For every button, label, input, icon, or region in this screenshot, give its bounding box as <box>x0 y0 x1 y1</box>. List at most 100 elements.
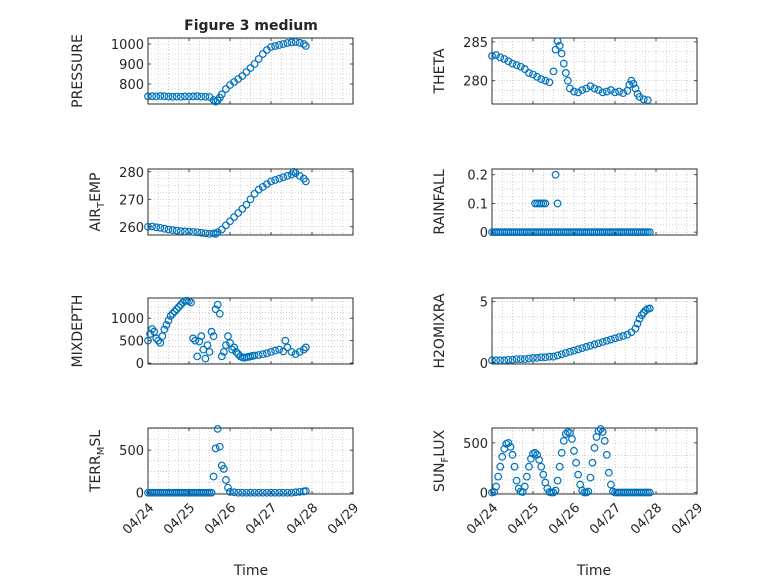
data-point <box>185 92 193 101</box>
data-point <box>180 92 189 101</box>
data-point <box>215 442 224 451</box>
data-point <box>561 430 570 438</box>
data-point <box>295 347 304 356</box>
data-point <box>496 462 505 471</box>
data-point <box>549 352 558 361</box>
data-point <box>189 228 198 236</box>
data-point <box>619 89 628 98</box>
y-tick-label: 1000 <box>111 312 144 327</box>
y-axis-label: THETA <box>432 48 448 94</box>
data-point <box>520 65 529 73</box>
data-point <box>301 177 310 186</box>
data-point <box>213 300 222 309</box>
data-point <box>625 80 634 89</box>
data-point <box>631 324 640 333</box>
data-point <box>232 347 241 356</box>
data-point <box>643 96 652 105</box>
data-point <box>150 327 159 336</box>
data-point <box>570 87 578 96</box>
data-point <box>160 92 169 101</box>
data-point <box>551 45 560 54</box>
subplot-terr: 0 500 04/24 04/25 04/26 04/27 04/28 04/29 TERRMS… <box>88 424 362 538</box>
data-point <box>594 86 603 94</box>
data-point <box>271 488 280 497</box>
data-point <box>645 488 654 497</box>
y-tick-label: 0 <box>480 357 488 372</box>
data-point <box>299 345 308 354</box>
data-point <box>166 312 175 320</box>
y-axis-label: TERRMSL <box>88 430 107 493</box>
data-point <box>168 309 177 318</box>
data-point <box>516 355 525 364</box>
data-point <box>611 334 619 343</box>
data-point <box>525 462 533 471</box>
x-tick-label: 04/27 <box>243 501 280 538</box>
data-point <box>623 330 632 339</box>
data-point <box>555 41 564 50</box>
data-point <box>176 227 185 236</box>
data-point <box>492 482 501 491</box>
data-point <box>158 332 167 341</box>
data-point <box>154 336 163 345</box>
data-point <box>633 319 642 328</box>
y-axis-label: AIRTEMP <box>88 173 107 232</box>
x-tick-label: 04/25 <box>161 501 198 538</box>
y-tick-label: 800 <box>119 78 144 93</box>
data-point <box>553 199 562 208</box>
y-tick-label: 0 <box>480 226 488 241</box>
data-point <box>602 87 611 96</box>
y-tick-label: 900 <box>119 58 144 73</box>
data-point <box>230 488 239 497</box>
data-point <box>168 226 177 234</box>
data-point <box>224 483 232 492</box>
data-point <box>164 225 173 234</box>
data-point <box>172 226 181 235</box>
data-point <box>537 462 546 471</box>
data-point <box>207 488 216 497</box>
data-point <box>496 53 505 62</box>
data-point <box>639 95 648 104</box>
data-point <box>152 223 161 232</box>
data-point <box>578 344 587 353</box>
data-point <box>607 335 615 344</box>
data-point <box>168 92 177 101</box>
data-point <box>228 345 236 354</box>
data-point <box>555 462 564 471</box>
plot-border <box>491 37 698 105</box>
y-axis-label: MIXDEPTH <box>70 295 86 368</box>
data-point <box>185 297 193 306</box>
data-point <box>193 352 202 361</box>
data-point <box>217 352 226 361</box>
data-point <box>234 488 243 497</box>
data-point <box>164 92 173 101</box>
data-point <box>193 92 202 101</box>
data-point <box>498 452 507 461</box>
data-point <box>541 353 550 362</box>
data-point <box>512 61 521 70</box>
data-point <box>246 488 255 497</box>
data-point <box>525 69 533 77</box>
data-point <box>533 72 541 81</box>
subplot-pressure: 800 900 1000 PRESSURE <box>70 34 354 108</box>
data-point <box>250 189 259 198</box>
data-point <box>211 305 220 314</box>
subplot-rainfall: 0 0.1 0.2 RAINFALL <box>432 168 698 241</box>
data-point <box>492 356 501 365</box>
data-point <box>488 51 496 60</box>
data-point <box>279 488 288 497</box>
data-point <box>586 341 595 350</box>
data-point <box>559 437 568 445</box>
data-point <box>201 229 210 238</box>
data-point <box>533 450 541 459</box>
data-point <box>574 88 582 97</box>
data-point <box>197 92 206 101</box>
data-point <box>582 342 591 351</box>
x-tick-label: 04/24 <box>464 501 501 538</box>
data-point <box>164 316 173 325</box>
data-point <box>217 225 226 234</box>
data-point <box>545 352 554 361</box>
data-point <box>508 355 517 364</box>
data-point <box>281 336 290 345</box>
data-point <box>607 86 615 94</box>
